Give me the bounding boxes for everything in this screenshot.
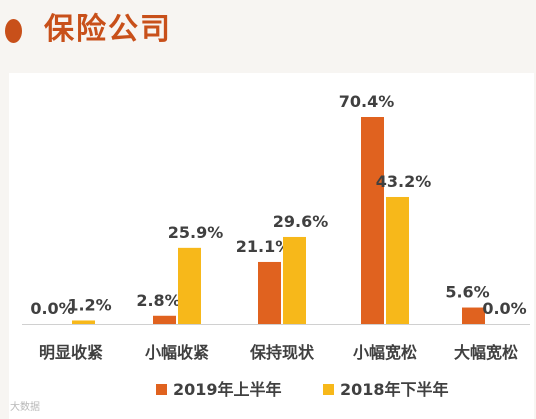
category-label: 明显收紧 [39, 343, 103, 362]
bar-2018h2 [178, 247, 201, 324]
data-label: 43.2% [376, 172, 432, 191]
category-label: 大幅宽松 [454, 343, 518, 362]
legend-label: 2018年下半年 [340, 380, 449, 399]
page-title: 保险公司 [44, 12, 172, 47]
category-label: 保持现状 [249, 343, 315, 362]
data-label: 2.8% [136, 291, 180, 310]
legend-label: 2019年上半年 [173, 380, 282, 399]
bar-2019h1 [258, 261, 281, 324]
legend-swatch [156, 384, 167, 395]
data-label: 70.4% [339, 92, 395, 111]
bar-2019h1 [153, 315, 176, 324]
data-label: 5.6% [445, 283, 489, 302]
data-label: 21.1% [236, 237, 292, 256]
data-label: 0.0% [482, 299, 526, 318]
data-label: 25.9% [168, 223, 224, 242]
chart-panel [9, 73, 534, 419]
data-label: 1.2% [67, 295, 111, 314]
header: 保险公司 [0, 0, 536, 62]
title-bullet [5, 19, 22, 43]
category-label: 小幅收紧 [145, 343, 209, 362]
bar-2018h2 [283, 236, 306, 324]
data-label: 29.6% [273, 212, 329, 231]
bar-2018h2 [386, 196, 409, 324]
watermark: 大数据 [10, 402, 40, 413]
bar-2019h1 [462, 307, 485, 324]
bar-2019h1 [361, 117, 384, 324]
bar-2018h2 [72, 320, 95, 324]
legend-swatch [323, 384, 334, 395]
data-label: 0.0% [30, 299, 74, 318]
category-label: 小幅宽松 [353, 343, 417, 362]
